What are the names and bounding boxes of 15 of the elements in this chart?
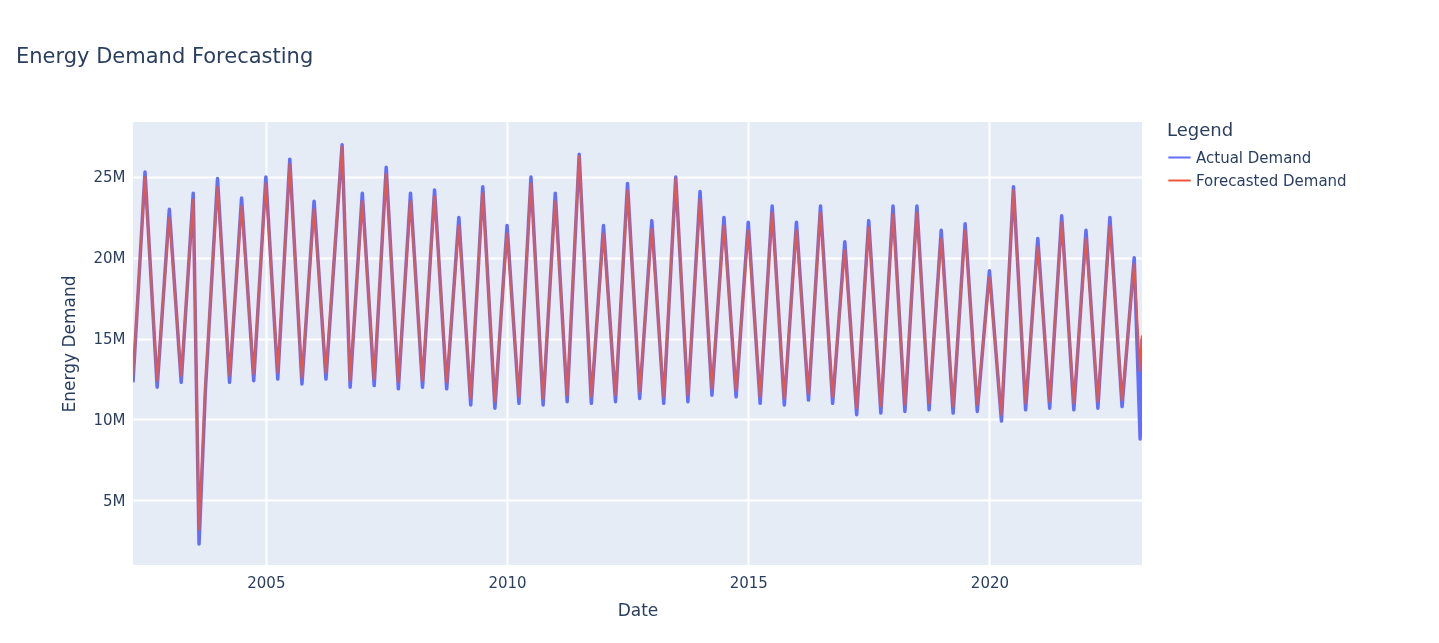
x-axis-title: Date	[617, 599, 659, 620]
y-tick-label: 5M	[103, 491, 126, 510]
legend-label: Actual Demand	[1196, 148, 1312, 167]
chart-title: Energy Demand Forecasting	[15, 44, 314, 68]
x-tick-label: 2020	[970, 573, 1010, 592]
x-tick-label: 2010	[488, 573, 527, 592]
y-tick-label: 20M	[93, 249, 126, 268]
y-tick-label: 10M	[93, 410, 126, 429]
x-tick-label: 2005	[247, 573, 286, 592]
legend-title: Legend	[1167, 119, 1234, 140]
x-tick-label: 2015	[729, 573, 768, 592]
y-tick-label: 25M	[93, 168, 126, 187]
legend-label: Forecasted Demand	[1196, 171, 1347, 190]
y-tick-label: 15M	[93, 330, 126, 349]
y-axis-title: Energy Demand	[59, 275, 80, 413]
